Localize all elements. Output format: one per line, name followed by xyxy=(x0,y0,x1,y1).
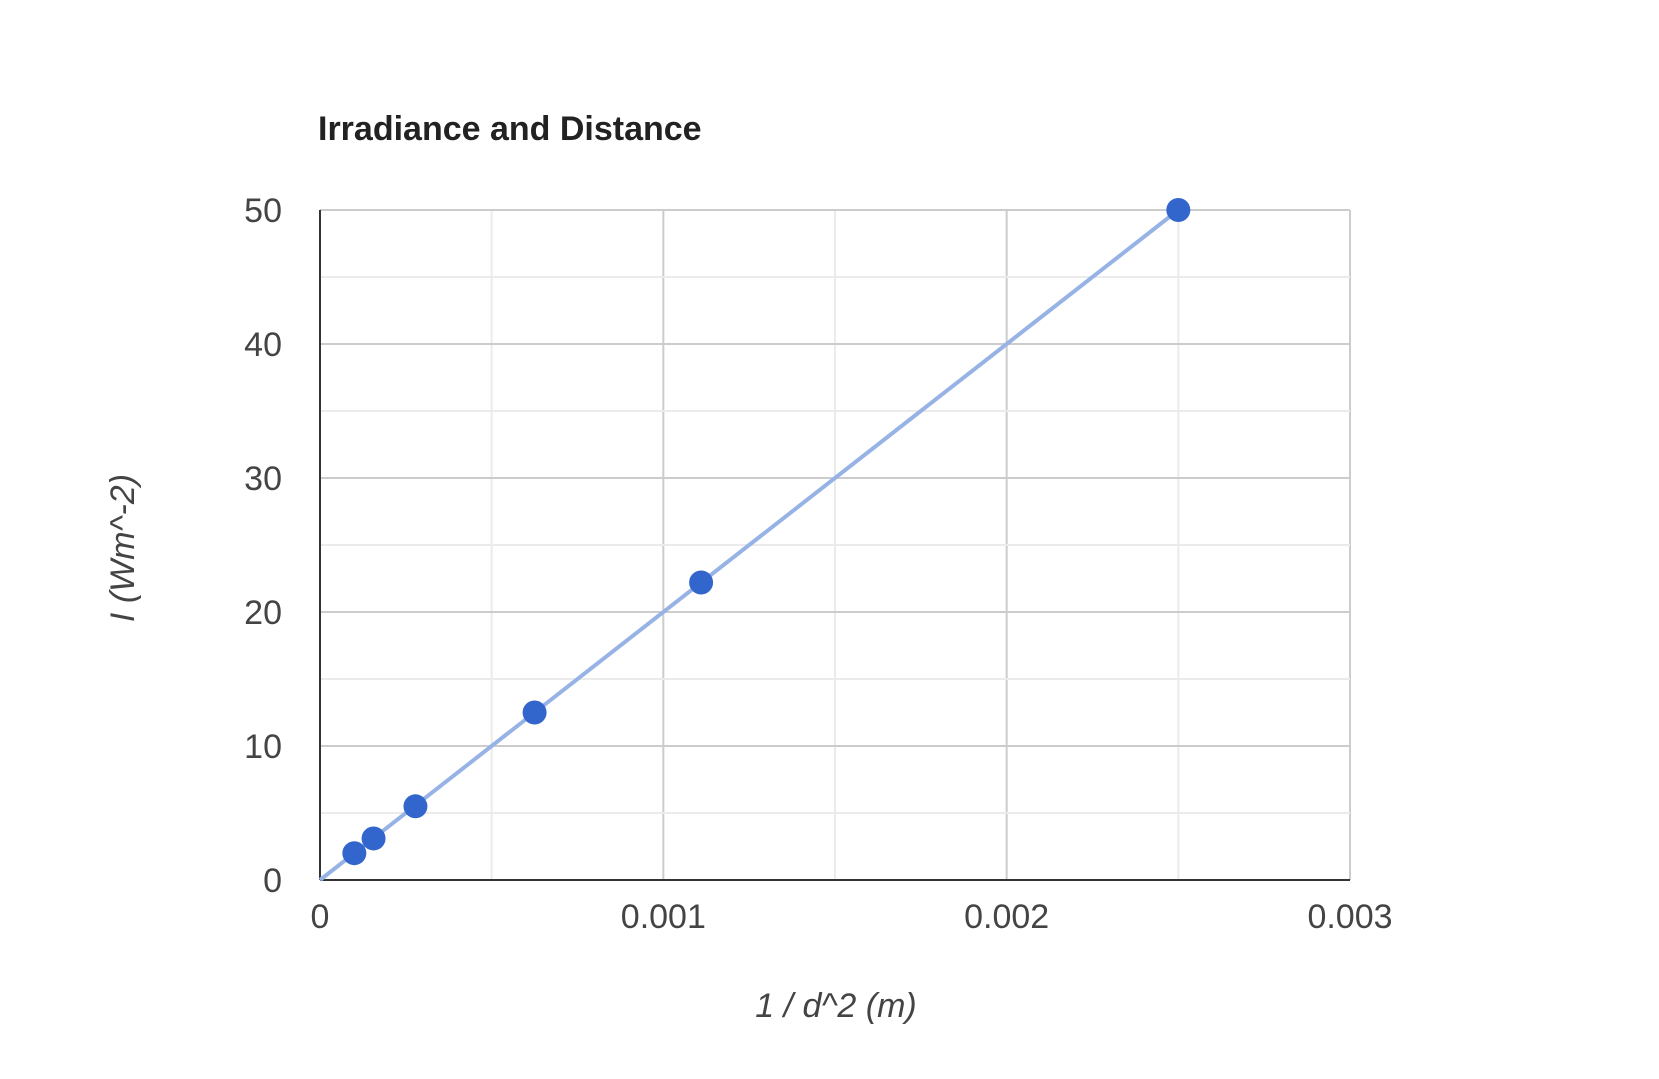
axes xyxy=(319,210,1350,881)
y-tick-label: 20 xyxy=(244,594,282,632)
x-axis-label: 1 / d^2 (m) xyxy=(755,987,916,1025)
chart-title: Irradiance and Distance xyxy=(318,110,702,148)
data-point xyxy=(1166,198,1191,222)
x-axis-ticks: 0 0.001 0.002 0.003 xyxy=(311,898,1393,936)
x-tick-label: 0.001 xyxy=(621,898,706,936)
y-tick-label: 30 xyxy=(244,460,282,498)
y-tick-label: 50 xyxy=(244,192,282,230)
y-tick-label: 40 xyxy=(244,326,282,364)
gridlines xyxy=(320,209,1351,880)
x-tick-label: 0 xyxy=(311,898,330,936)
data-point xyxy=(403,794,428,819)
data-point xyxy=(522,700,547,725)
trendline-line xyxy=(318,208,1180,882)
x-tick-label: 0.003 xyxy=(1307,898,1392,936)
data-points xyxy=(342,198,1191,866)
data-point xyxy=(342,841,367,866)
y-tick-label: 10 xyxy=(244,728,282,766)
trendline xyxy=(318,208,1180,882)
y-axis-label: I (Wm^-2) xyxy=(104,474,142,622)
y-axis-ticks: 0 10 20 30 40 50 xyxy=(244,192,282,900)
data-point xyxy=(689,570,714,595)
y-tick-label: 0 xyxy=(263,862,282,900)
data-point xyxy=(361,826,386,851)
x-tick-label: 0.002 xyxy=(964,898,1049,936)
